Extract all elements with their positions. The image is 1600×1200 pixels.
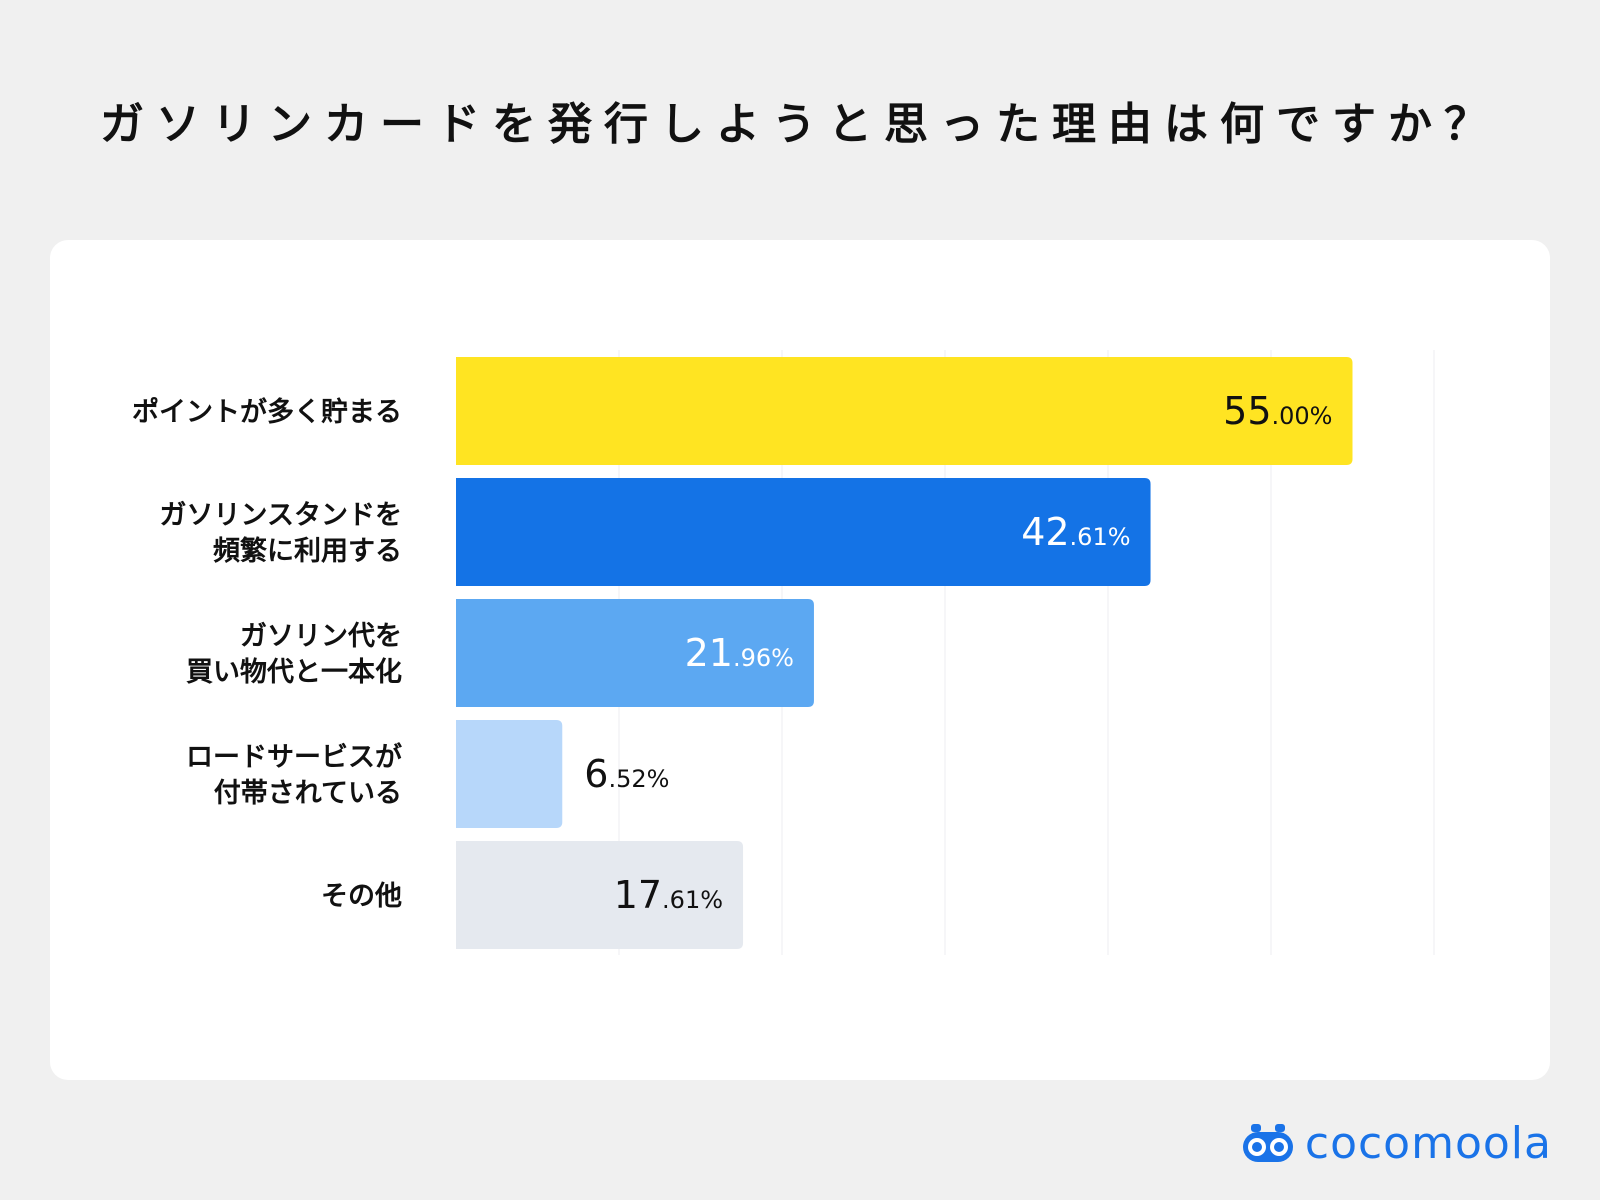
value-label-decimal: .52% — [608, 765, 669, 793]
value-label-4: 17.61% — [614, 873, 723, 917]
bar-0 — [456, 357, 1353, 465]
category-label-line: その他 — [321, 881, 402, 912]
value-label-integer: 42 — [1021, 510, 1069, 554]
value-label-integer: 6 — [584, 752, 608, 796]
category-label-2: ガソリン代を買い物代と一本化 — [186, 621, 402, 688]
bar-chart: ポイントが多く貯まる 55.00%ガソリンスタンドを頻繁に利用する 42.61%ガソ… — [132, 350, 1435, 955]
category-label-line: 買い物代と一本化 — [186, 657, 402, 688]
bar-2 — [456, 599, 814, 707]
value-label-integer: 17 — [614, 873, 662, 917]
value-label-decimal: .61% — [662, 886, 723, 914]
category-label-line: 頻繁に利用する — [213, 536, 402, 567]
value-label-decimal: .96% — [733, 644, 794, 672]
value-label-decimal: .61% — [1070, 523, 1131, 551]
value-label-integer: 21 — [685, 631, 733, 675]
logo-text: cocomoola — [1304, 1117, 1552, 1169]
value-label-integer: 55 — [1223, 389, 1271, 433]
cocomoola-logo: cocomoola — [1241, 1117, 1552, 1169]
chart-title: ガソリンカードを発行しようと思った理由は何ですか？ — [100, 99, 1500, 150]
category-label-line: 付帯されている — [214, 777, 402, 809]
category-label-line: ポイントが多く貯まる — [132, 396, 402, 428]
category-label-line: ガソリン代を — [240, 621, 402, 652]
binoculars-logo-icon — [1242, 1124, 1293, 1162]
bar-1 — [456, 478, 1151, 586]
category-label-0: ポイントが多く貯まる — [132, 396, 402, 428]
category-label-line: ロードサービスが — [186, 741, 402, 773]
value-label-1: 42.61% — [1021, 510, 1130, 554]
value-label-0: 55.00% — [1223, 389, 1332, 433]
bar-4 — [456, 841, 744, 949]
value-label-2: 21.96% — [685, 631, 794, 675]
category-label-1: ガソリンスタンドを頻繁に利用する — [160, 500, 402, 567]
category-label-4: その他 — [321, 881, 402, 912]
chart-card: ポイントが多く貯まる 55.00% ガソリンスタンドを頻繁に利用する 42.61% ガソ… — [50, 240, 1550, 1080]
category-label-line: ガソリンスタンドを — [160, 500, 402, 531]
category-label-3: ロードサービスが付帯されている — [186, 741, 402, 809]
bar-3 — [456, 720, 563, 828]
value-label-decimal: .00% — [1272, 402, 1333, 430]
value-label-3: 6.52% — [584, 752, 669, 796]
